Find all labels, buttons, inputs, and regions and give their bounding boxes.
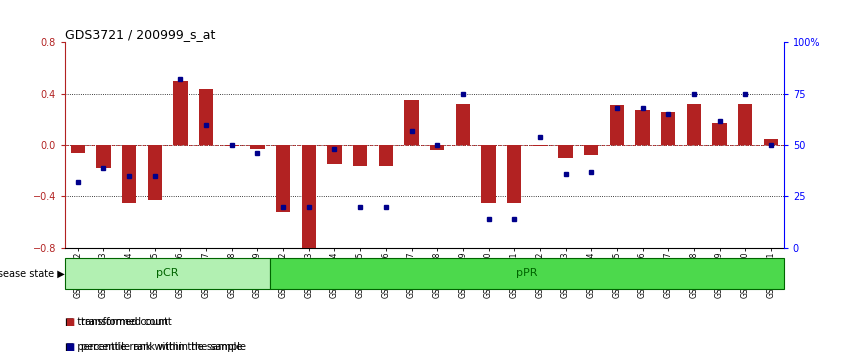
Bar bbox=[122, 145, 136, 203]
Text: transformed count: transformed count bbox=[81, 317, 171, 327]
Bar bbox=[404, 100, 418, 145]
Bar bbox=[270, 258, 784, 289]
Bar bbox=[65, 258, 270, 289]
Text: ■: ■ bbox=[65, 342, 74, 352]
Bar bbox=[96, 145, 111, 168]
Bar bbox=[661, 112, 675, 145]
Bar bbox=[610, 105, 624, 145]
Bar bbox=[481, 145, 495, 203]
Bar bbox=[301, 145, 316, 248]
Bar bbox=[327, 145, 341, 164]
Bar bbox=[378, 145, 393, 166]
Bar bbox=[148, 145, 162, 200]
Bar bbox=[507, 145, 521, 203]
Text: disease state ▶: disease state ▶ bbox=[0, 268, 65, 279]
Text: ■ transformed count: ■ transformed count bbox=[65, 317, 168, 327]
Bar bbox=[687, 104, 701, 145]
Bar bbox=[456, 104, 470, 145]
Bar bbox=[173, 81, 188, 145]
Bar bbox=[585, 145, 598, 155]
Bar bbox=[250, 145, 264, 149]
Text: ■ percentile rank within the sample: ■ percentile rank within the sample bbox=[65, 342, 242, 352]
Bar bbox=[533, 145, 547, 147]
Text: pPR: pPR bbox=[516, 268, 538, 279]
Text: GDS3721 / 200999_s_at: GDS3721 / 200999_s_at bbox=[65, 28, 216, 41]
Text: pCR: pCR bbox=[157, 268, 179, 279]
Bar bbox=[225, 145, 239, 147]
Bar bbox=[713, 123, 727, 145]
Bar bbox=[636, 110, 650, 145]
Text: ■: ■ bbox=[65, 317, 74, 327]
Bar bbox=[559, 145, 572, 158]
Bar bbox=[430, 145, 444, 150]
Text: percentile rank within the sample: percentile rank within the sample bbox=[81, 342, 246, 352]
Bar bbox=[71, 145, 85, 153]
Bar bbox=[276, 145, 290, 212]
Bar bbox=[738, 104, 753, 145]
Bar bbox=[199, 88, 213, 145]
Bar bbox=[764, 139, 778, 145]
Bar bbox=[353, 145, 367, 166]
